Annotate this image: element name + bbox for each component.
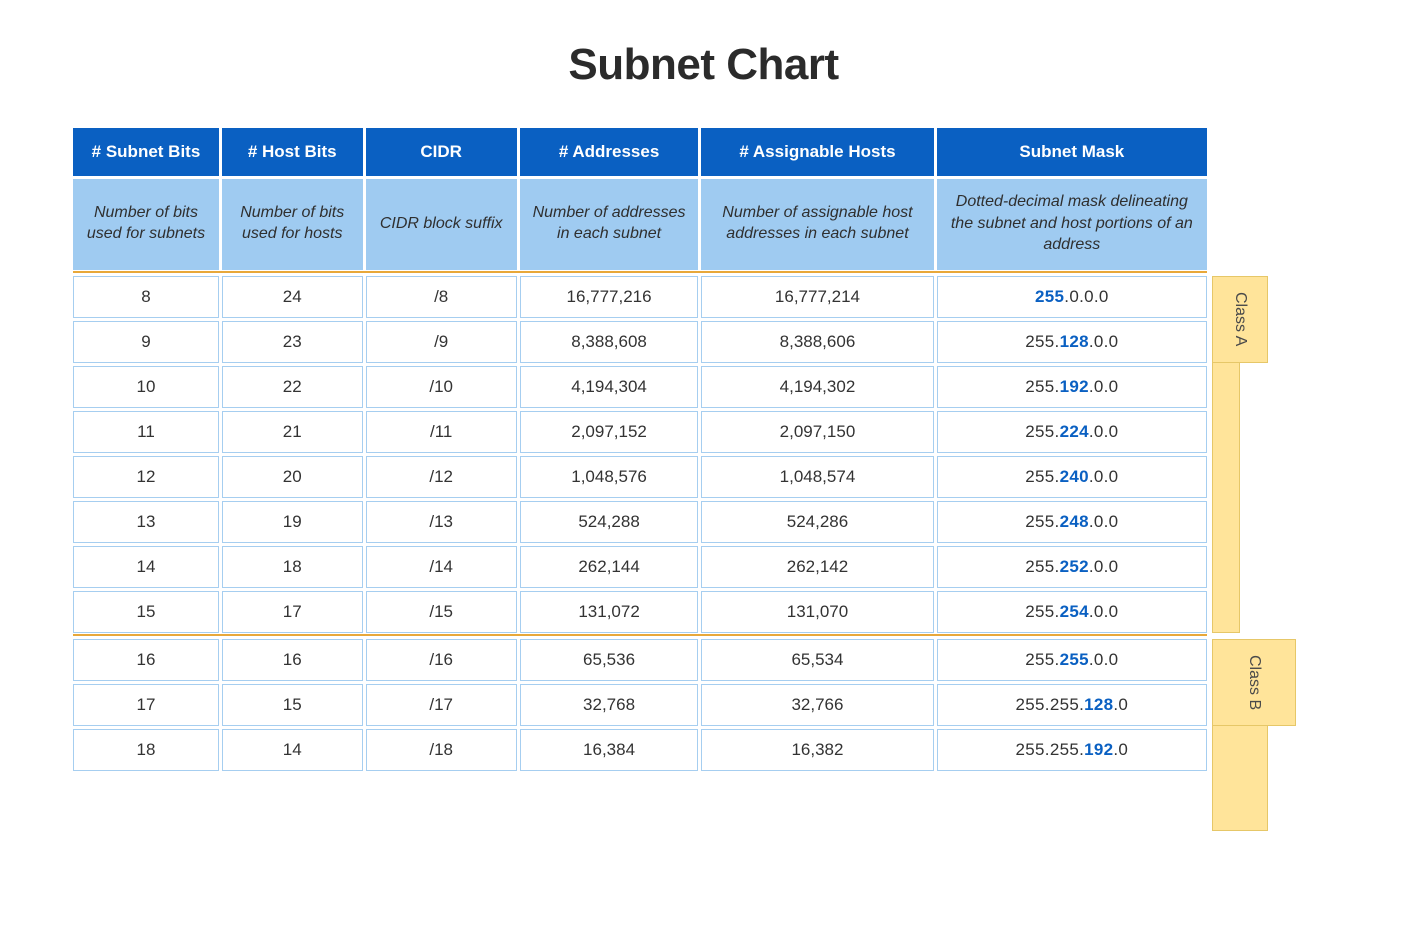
table-row: 1319/13524,288524,286255.248.0.0 <box>73 501 1207 543</box>
table-cell: 14 <box>73 546 219 588</box>
table-cell: 4,194,304 <box>520 366 698 408</box>
table-cell: 8 <box>73 276 219 318</box>
table-cell: 14 <box>222 729 363 771</box>
mask-cell: 255.0.0.0 <box>937 276 1207 318</box>
table-cell: 19 <box>222 501 363 543</box>
table-cell: /9 <box>366 321 517 363</box>
table-body: 824/816,777,21616,777,214255.0.0.0923/98… <box>73 273 1207 771</box>
col-desc-cidr: CIDR block suffix <box>366 179 517 270</box>
table-row: 1517/15131,072131,070255.254.0.0 <box>73 591 1207 633</box>
table-cell: /10 <box>366 366 517 408</box>
table-cell: /11 <box>366 411 517 453</box>
table-cell: 12 <box>73 456 219 498</box>
table-cell: 16,382 <box>701 729 933 771</box>
mask-cell: 255.192.0.0 <box>937 366 1207 408</box>
table-cell: /18 <box>366 729 517 771</box>
mask-cell: 255.252.0.0 <box>937 546 1207 588</box>
mask-cell: 255.254.0.0 <box>937 591 1207 633</box>
mask-cell: 255.240.0.0 <box>937 456 1207 498</box>
table-cell: /17 <box>366 684 517 726</box>
mask-cell: 255.255.192.0 <box>937 729 1207 771</box>
table-cell: 131,070 <box>701 591 933 633</box>
mask-cell: 255.255.0.0 <box>937 639 1207 681</box>
table-cell: 16,777,216 <box>520 276 698 318</box>
table-cell: 10 <box>73 366 219 408</box>
table-row: 1121/112,097,1522,097,150255.224.0.0 <box>73 411 1207 453</box>
col-header-host-bits: # Host Bits <box>222 128 363 176</box>
col-header-subnet-bits: # Subnet Bits <box>73 128 219 176</box>
table-cell: 8,388,608 <box>520 321 698 363</box>
table-cell: /16 <box>366 639 517 681</box>
col-header-addresses: # Addresses <box>520 128 698 176</box>
mask-cell: 255.128.0.0 <box>937 321 1207 363</box>
table-row: 1418/14262,144262,142255.252.0.0 <box>73 546 1207 588</box>
col-header-mask: Subnet Mask <box>937 128 1207 176</box>
table-cell: /12 <box>366 456 517 498</box>
table-cell: 1,048,576 <box>520 456 698 498</box>
table-cell: 16 <box>222 639 363 681</box>
table-cell: 262,142 <box>701 546 933 588</box>
table-cell: 24 <box>222 276 363 318</box>
table-cell: 9 <box>73 321 219 363</box>
col-header-cidr: CIDR <box>366 128 517 176</box>
table-cell: 11 <box>73 411 219 453</box>
table-cell: 15 <box>73 591 219 633</box>
table-cell: /8 <box>366 276 517 318</box>
table-cell: 16,777,214 <box>701 276 933 318</box>
table-row: 1814/1816,38416,382255.255.192.0 <box>73 729 1207 771</box>
subnet-chart: # Subnet Bits # Host Bits CIDR # Address… <box>70 125 1210 774</box>
table-cell: 1,048,574 <box>701 456 933 498</box>
table-cell: 8,388,606 <box>701 321 933 363</box>
col-desc-subnet-bits: Number of bits used for subnets <box>73 179 219 270</box>
subnet-table: # Subnet Bits # Host Bits CIDR # Address… <box>70 125 1210 774</box>
page-title: Subnet Chart <box>60 40 1347 90</box>
table-cell: 524,288 <box>520 501 698 543</box>
col-desc-mask: Dotted-decimal mask delineating the subn… <box>937 179 1207 270</box>
class-a-label: Class A <box>1212 276 1268 363</box>
col-desc-assignable: Number of assignable host addresses in e… <box>701 179 933 270</box>
table-cell: 17 <box>222 591 363 633</box>
table-cell: 131,072 <box>520 591 698 633</box>
table-desc-row: Number of bits used for subnets Number o… <box>73 179 1207 270</box>
table-row: 1715/1732,76832,766255.255.128.0 <box>73 684 1207 726</box>
table-cell: /15 <box>366 591 517 633</box>
table-row: 824/816,777,21616,777,214255.0.0.0 <box>73 276 1207 318</box>
table-cell: 20 <box>222 456 363 498</box>
col-desc-host-bits: Number of bits used for hosts <box>222 179 363 270</box>
table-cell: 2,097,152 <box>520 411 698 453</box>
table-header-row: # Subnet Bits # Host Bits CIDR # Address… <box>73 128 1207 176</box>
table-row: 1616/1665,53665,534255.255.0.0 <box>73 639 1207 681</box>
table-row: 923/98,388,6088,388,606255.128.0.0 <box>73 321 1207 363</box>
mask-cell: 255.255.128.0 <box>937 684 1207 726</box>
table-cell: 65,534 <box>701 639 933 681</box>
col-desc-addresses: Number of addresses in each subnet <box>520 179 698 270</box>
table-cell: 22 <box>222 366 363 408</box>
table-cell: 15 <box>222 684 363 726</box>
table-cell: 32,766 <box>701 684 933 726</box>
table-cell: 4,194,302 <box>701 366 933 408</box>
mask-cell: 255.224.0.0 <box>937 411 1207 453</box>
table-cell: 524,286 <box>701 501 933 543</box>
table-cell: 32,768 <box>520 684 698 726</box>
table-cell: 16 <box>73 639 219 681</box>
table-cell: 17 <box>73 684 219 726</box>
table-cell: 262,144 <box>520 546 698 588</box>
table-cell: 18 <box>222 546 363 588</box>
table-cell: 65,536 <box>520 639 698 681</box>
table-cell: /13 <box>366 501 517 543</box>
table-row: 1022/104,194,3044,194,302255.192.0.0 <box>73 366 1207 408</box>
mask-cell: 255.248.0.0 <box>937 501 1207 543</box>
table-cell: 23 <box>222 321 363 363</box>
table-cell: 16,384 <box>520 729 698 771</box>
table-row: 1220/121,048,5761,048,574255.240.0.0 <box>73 456 1207 498</box>
table-cell: 13 <box>73 501 219 543</box>
table-cell: 21 <box>222 411 363 453</box>
col-header-assignable: # Assignable Hosts <box>701 128 933 176</box>
class-b-label: Class B <box>1212 639 1296 726</box>
table-cell: 2,097,150 <box>701 411 933 453</box>
table-cell: /14 <box>366 546 517 588</box>
table-cell: 18 <box>73 729 219 771</box>
